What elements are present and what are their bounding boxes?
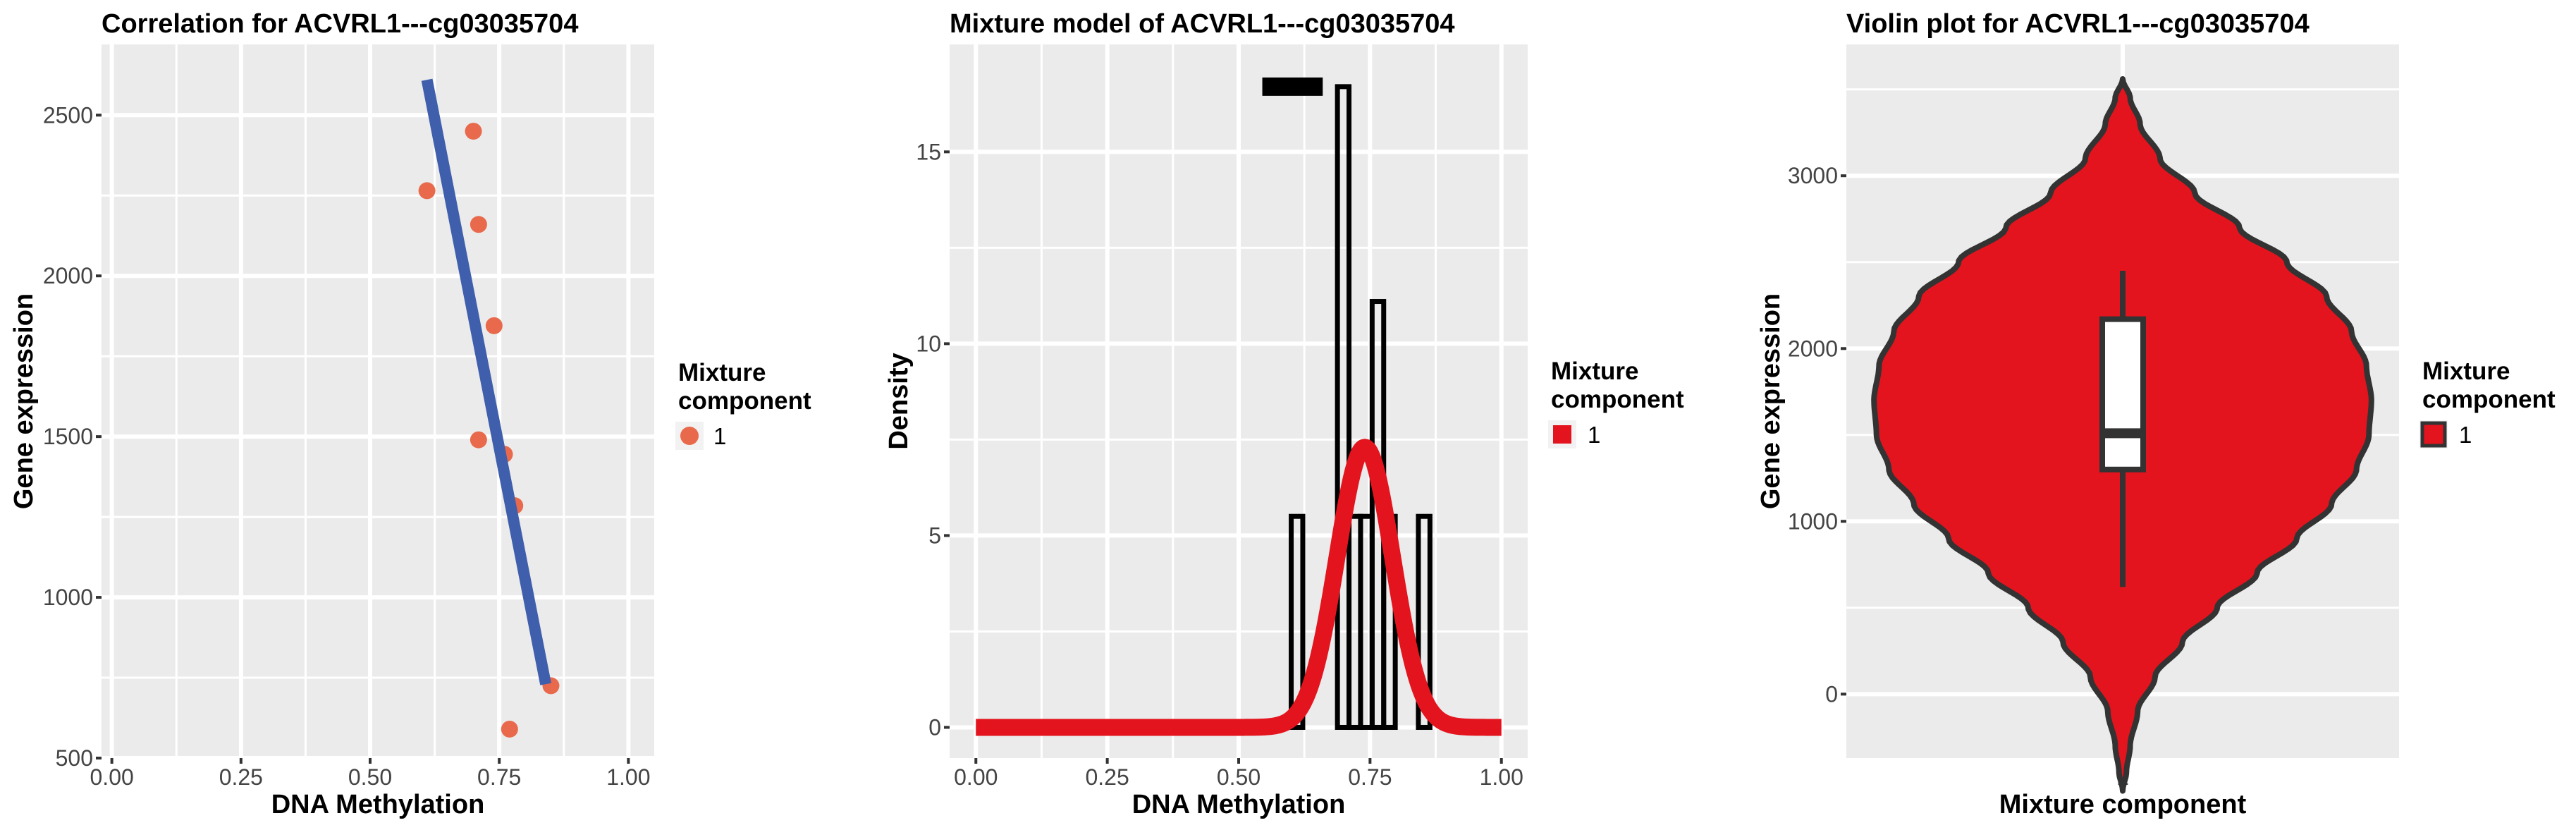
- mixture-model-x-ticks: 0.00 0.25 0.50 0.75 1.00: [954, 758, 1523, 790]
- correlation-data-point: [465, 123, 482, 140]
- mixture-model-y-axis-title: Density: [884, 353, 914, 449]
- correlation-chart-title: Correlation for ACVRL1---cg03035704: [102, 9, 578, 39]
- mixture-model-legend-title-line-1: Mixture: [1551, 358, 1638, 385]
- correlation-chart: Correlation for ACVRL1---cg03035704 0.00…: [9, 9, 811, 819]
- correlation-legend-title-line-2: component: [678, 387, 811, 415]
- mixture-model-x-tick-label: 1.00: [1480, 764, 1523, 790]
- violin-y-tick-label: 3000: [1788, 163, 1838, 188]
- mixture-model-x-tick-label: 0.75: [1348, 764, 1392, 790]
- mixture-model-x-tick-label: 0.50: [1217, 764, 1261, 790]
- mixture-model-histogram-bar: [1335, 84, 1352, 730]
- correlation-x-ticks: 0.00 0.25 0.50 0.75 1.00: [90, 758, 651, 790]
- correlation-y-tick-label: 500: [56, 745, 93, 771]
- mixture-model-y-ticks: 0 5 10 15: [916, 139, 950, 740]
- violin-legend-title-line-2: component: [2422, 386, 2556, 413]
- mixture-model-legend-label: 1: [1588, 422, 1600, 448]
- correlation-x-tick-label: 0.50: [348, 764, 392, 790]
- correlation-marks: [418, 78, 560, 738]
- mixture-model-legend-title-line-2: component: [1551, 386, 1684, 413]
- correlation-data-point: [418, 182, 436, 200]
- mixture-model-x-tick-label: 0.00: [954, 764, 998, 790]
- correlation-x-axis-title: DNA Methylation: [271, 790, 485, 819]
- correlation-plot-panel: [102, 44, 654, 758]
- mixture-model-y-tick-label: 10: [916, 331, 941, 356]
- mixture-model-y-tick-label: 5: [928, 523, 941, 548]
- mixture-model-chart-title: Mixture model of ACVRL1---cg03035704: [950, 9, 1455, 39]
- mixture-model-legend-key: [1553, 425, 1571, 444]
- violin-legend-label: 1: [2459, 422, 2472, 448]
- violin-boxplot-box: [2099, 316, 2146, 472]
- mixture-model-x-axis-title: DNA Methylation: [1132, 790, 1346, 819]
- correlation-x-tick-label: 0.75: [477, 764, 521, 790]
- correlation-data-point: [485, 317, 503, 334]
- correlation-legend-title-line-1: Mixture: [678, 359, 766, 386]
- correlation-x-tick-label: 1.00: [606, 764, 650, 790]
- violin-y-tick-label: 1000: [1788, 508, 1838, 534]
- correlation-gridlines: [102, 44, 654, 760]
- correlation-legend-key-dot: [680, 427, 699, 445]
- correlation-x-tick-label: 0.00: [90, 764, 134, 790]
- mixture-model-y-tick-label: 15: [916, 139, 941, 164]
- violin-y-ticks: 0 1000 2000 3000: [1788, 163, 1846, 707]
- violin-y-tick-label: 2000: [1788, 336, 1838, 361]
- correlation-fit-line: [421, 78, 551, 685]
- correlation-data-point: [501, 720, 518, 738]
- correlation-y-tick-label: 1000: [43, 585, 93, 610]
- violin-legend: Mixture component 1: [2419, 358, 2556, 448]
- correlation-data-point: [470, 431, 487, 448]
- mixture-model-legend: Mixture component 1: [1548, 358, 1684, 448]
- correlation-y-tick-label: 1500: [43, 424, 93, 449]
- violin-x-axis-title: Mixture component: [1999, 790, 2247, 819]
- mixture-model-x-tick-label: 0.25: [1085, 764, 1129, 790]
- mixture-model-y-tick-label: 0: [928, 714, 941, 740]
- correlation-legend: Mixture component 1: [675, 359, 811, 450]
- violin-marks: [1871, 76, 2374, 794]
- correlation-y-tick-label: 2500: [43, 102, 93, 128]
- mixture-model-chart: Mixture model of ACVRL1---cg03035704 0.0…: [884, 9, 1684, 819]
- correlation-data-point: [470, 216, 487, 233]
- violin-chart-title: Violin plot for ACVRL1---cg03035704: [1846, 9, 2310, 39]
- mixture-model-histogram-bar: [1416, 513, 1433, 730]
- violin-y-tick-label: 0: [1825, 681, 1838, 707]
- mixture-model-density-curve: [969, 439, 1509, 736]
- correlation-y-tick-label: 2000: [43, 263, 93, 288]
- violin-legend-title-line-1: Mixture: [2422, 358, 2510, 385]
- correlation-x-tick-label: 0.25: [219, 764, 263, 790]
- correlation-legend-label: 1: [713, 423, 726, 449]
- violin-legend-key: [2420, 421, 2447, 448]
- correlation-y-axis-title: Gene expression: [9, 293, 39, 509]
- mixture-model-histogram-bar: [1289, 513, 1306, 730]
- mixture-model-marks: [969, 77, 1509, 736]
- correlation-y-ticks: 500 1000 1500 2000 2500: [43, 102, 102, 771]
- violin-chart: Violin plot for ACVRL1---cg03035704 0 100…: [1756, 9, 2556, 819]
- violin-y-axis-title: Gene expression: [1756, 293, 1786, 509]
